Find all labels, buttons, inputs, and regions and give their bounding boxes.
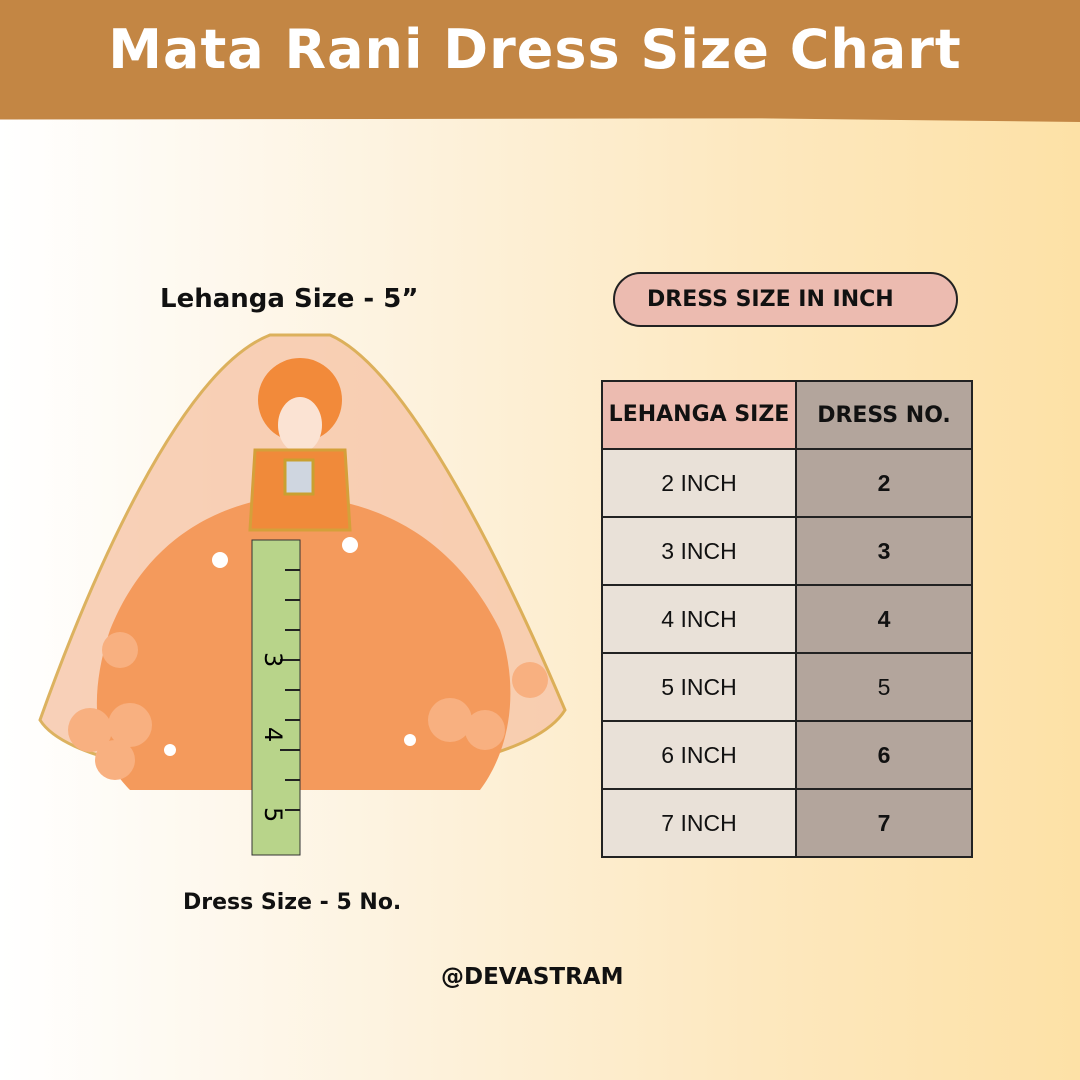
size-chart-heading: DRESS SIZE IN INCH xyxy=(613,272,958,327)
ruler-mark-5: 5 xyxy=(259,807,287,822)
brand-handle: @DEVASTRAM xyxy=(441,964,624,990)
lehanga-size-cell: 3 INCH xyxy=(601,516,797,586)
table-row: 3 INCH 3 xyxy=(601,516,973,586)
dress-no-cell: 4 xyxy=(795,584,973,654)
column-header-dress-no: DRESS NO. xyxy=(795,380,973,450)
lehanga-size-cell: 5 INCH xyxy=(601,652,797,722)
table-row: 5 INCH 5 xyxy=(601,652,973,722)
lehanga-size-cell: 4 INCH xyxy=(601,584,797,654)
page-title: Mata Rani Dress Size Chart xyxy=(108,18,962,81)
dress-no-cell: 3 xyxy=(795,516,973,586)
dress-no-cell: 2 xyxy=(795,448,973,518)
lehanga-size-cell: 2 INCH xyxy=(601,448,797,518)
ruler-mark-4: 4 xyxy=(259,727,287,742)
title-banner xyxy=(0,0,1080,122)
lehanga-size-cell: 7 INCH xyxy=(601,788,797,858)
column-header-lehanga-size: LEHANGA SIZE xyxy=(601,380,797,450)
table-row: 4 INCH 4 xyxy=(601,584,973,654)
lehanga-size-caption: Lehanga Size - 5” xyxy=(160,284,419,314)
dress-size-caption: Dress Size - 5 No. xyxy=(183,890,402,915)
size-chart-table: LEHANGA SIZE DRESS NO. 2 INCH 2 3 INCH 3 4… xyxy=(601,380,973,858)
table-header: LEHANGA SIZE DRESS NO. xyxy=(601,380,973,450)
ruler-mark-3: 3 xyxy=(259,652,287,667)
table-row: 7 INCH 7 xyxy=(601,788,973,858)
dress-no-cell: 5 xyxy=(795,652,973,722)
mata-rani-dress-photo: 3 4 5 xyxy=(38,333,567,856)
table-row: 2 INCH 2 xyxy=(601,448,973,518)
dress-no-cell: 6 xyxy=(795,720,973,790)
dress-no-cell: 7 xyxy=(795,788,973,858)
lehanga-size-cell: 6 INCH xyxy=(601,720,797,790)
table-row: 6 INCH 6 xyxy=(601,720,973,790)
